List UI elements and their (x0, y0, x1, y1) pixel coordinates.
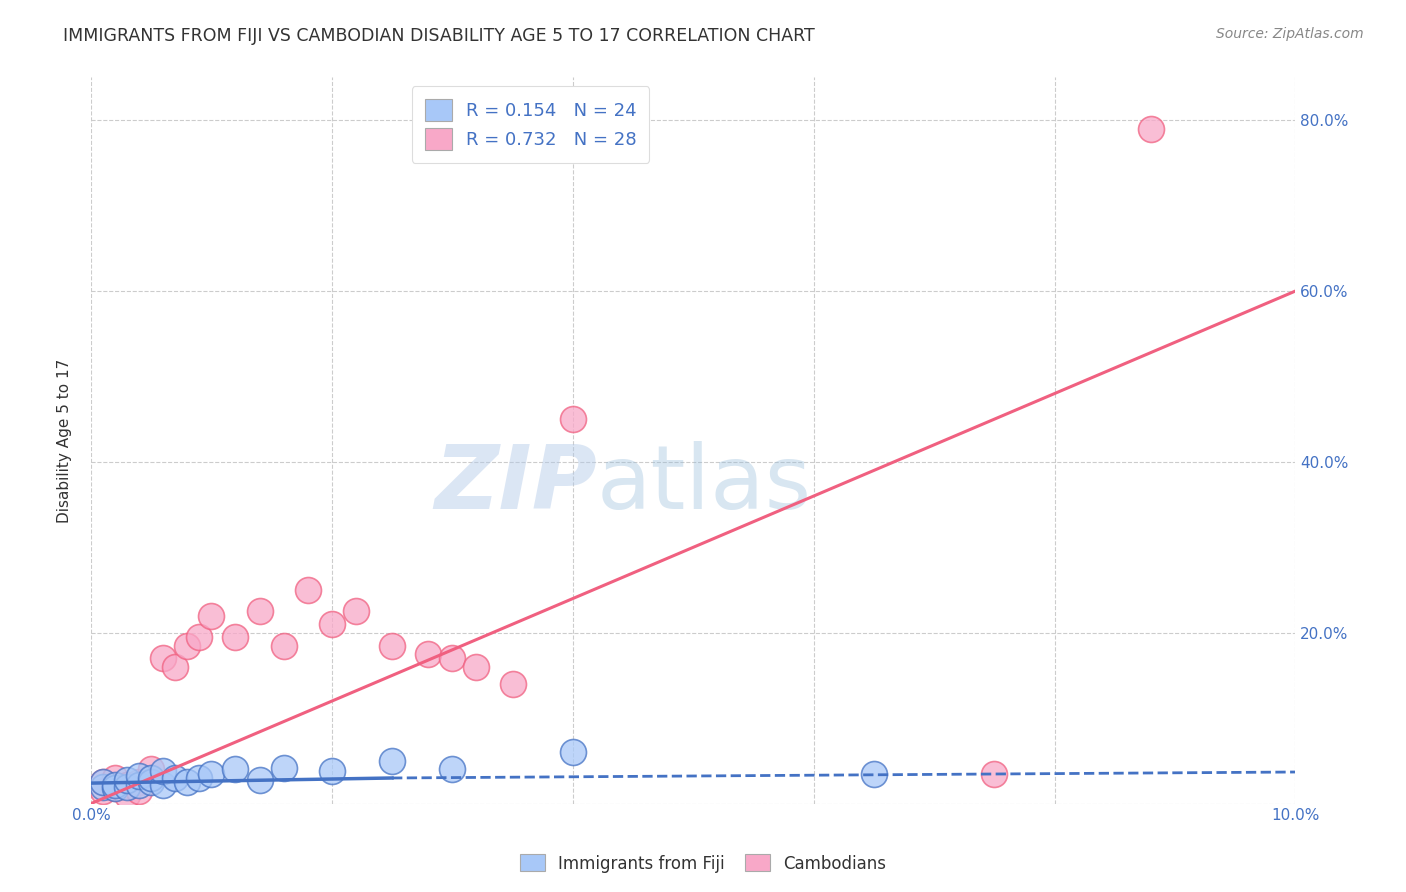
Point (561, 412, 583, 426)
Point (465, 660, 488, 674)
Y-axis label: Disability Age 5 to 17: Disability Age 5 to 17 (58, 359, 72, 523)
Point (502, 677, 524, 691)
Point (200, 608, 222, 623)
Point (249, 772, 271, 787)
Point (128, 778, 150, 792)
Point (152, 764, 174, 779)
Point (115, 780, 138, 794)
Point (176, 775, 198, 789)
Point (152, 778, 174, 792)
Point (91, 775, 114, 789)
Point (115, 778, 138, 792)
Point (381, 754, 404, 768)
Point (188, 771, 211, 785)
Point (297, 582, 319, 597)
Point (91, 775, 114, 789)
Point (321, 617, 343, 632)
Legend: R = 0.154   N = 24, R = 0.732   N = 28: R = 0.154 N = 24, R = 0.732 N = 28 (412, 87, 650, 163)
Point (104, 778, 127, 792)
Point (128, 784, 150, 798)
Point (104, 781, 127, 796)
Point (188, 630, 211, 644)
Point (418, 647, 440, 661)
Point (381, 639, 404, 653)
Point (249, 604, 271, 618)
Point (141, 775, 163, 789)
Point (115, 788, 138, 802)
Point (91, 780, 114, 794)
Point (200, 766, 222, 780)
Point (441, 651, 464, 665)
Point (983, 766, 1005, 780)
Point (344, 604, 367, 618)
Text: IMMIGRANTS FROM FIJI VS CAMBODIAN DISABILITY AGE 5 TO 17 CORRELATION CHART: IMMIGRANTS FROM FIJI VS CAMBODIAN DISABI… (63, 27, 815, 45)
Point (176, 639, 198, 653)
Text: ZIP: ZIP (434, 441, 596, 527)
Point (441, 763, 464, 777)
Legend: Immigrants from Fiji, Cambodians: Immigrants from Fiji, Cambodians (513, 847, 893, 880)
Point (273, 761, 295, 775)
Point (224, 763, 246, 777)
Point (165, 771, 187, 785)
Point (1140, 121, 1163, 136)
Point (321, 764, 343, 779)
Point (128, 769, 150, 783)
Point (104, 781, 127, 796)
Point (165, 660, 187, 674)
Point (152, 651, 174, 665)
Point (224, 630, 246, 644)
Point (141, 763, 163, 777)
Point (273, 639, 295, 653)
Text: Source: ZipAtlas.com: Source: ZipAtlas.com (1216, 27, 1364, 41)
Point (91, 784, 114, 798)
Text: atlas: atlas (596, 441, 811, 527)
Point (863, 766, 886, 780)
Point (115, 772, 138, 787)
Point (104, 771, 127, 785)
Point (141, 771, 163, 785)
Point (128, 775, 150, 789)
Point (561, 745, 583, 759)
